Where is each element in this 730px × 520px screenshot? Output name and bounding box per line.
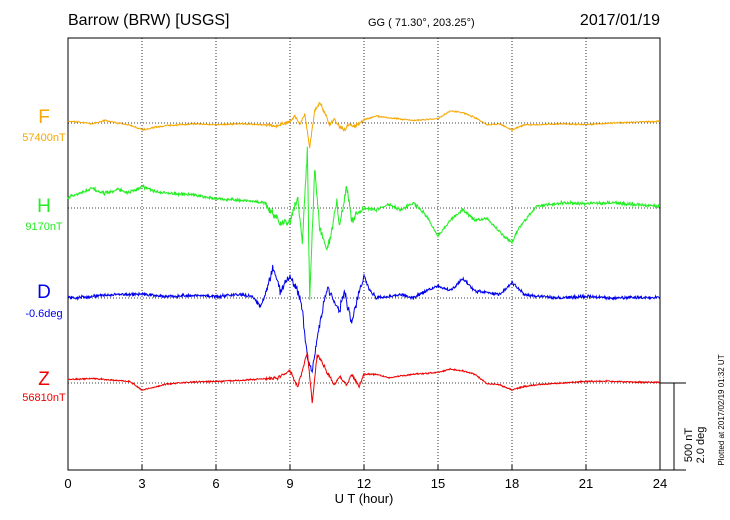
scale-deg-label: 2.0 deg [695, 427, 707, 464]
series-name-d: D [37, 282, 51, 303]
series-name-f: F [38, 107, 50, 128]
x-ticks: 0 3 6 9 12 15 18 21 24 [64, 465, 667, 491]
scale-bar: 500 nT 2.0 deg [660, 382, 707, 471]
x-tick-label: 0 [64, 476, 71, 491]
baseline-value-z: 56810nT [22, 392, 66, 404]
x-tick-label: 12 [357, 476, 371, 491]
plotted-at-label: Plotted at 2017/02/19 01:32 UT [717, 354, 726, 465]
coordinates-label: GG ( 71.30°, 203.25°) [368, 17, 475, 29]
trace-f [67, 101, 661, 149]
trace-h [67, 146, 661, 301]
grid-lines [141, 38, 587, 470]
x-tick-label: 9 [286, 476, 293, 491]
x-tick-label: 6 [212, 476, 219, 491]
baseline-value-d: -0.6deg [25, 308, 62, 320]
trace-d [67, 264, 661, 374]
series-labels: F 57400nT H 9170nT D -0.6deg Z 56810nT [22, 107, 66, 404]
baseline-value-h: 9170nT [25, 221, 63, 233]
trace-z [67, 352, 661, 404]
series-name-z: Z [38, 369, 50, 390]
x-tick-label: 15 [431, 476, 445, 491]
traces [67, 101, 661, 404]
x-tick-label: 18 [505, 476, 519, 491]
station-title: Barrow (BRW) [USGS] [68, 12, 230, 29]
x-tick-label: 21 [579, 476, 593, 491]
x-tick-label: 24 [653, 476, 667, 491]
x-tick-label: 3 [138, 476, 145, 491]
date-label: 2017/01/19 [579, 12, 660, 29]
baseline-value-f: 57400nT [22, 132, 66, 144]
series-name-h: H [37, 196, 51, 217]
x-axis-label: U T (hour) [335, 491, 394, 506]
scale-nt-label: 500 nT [683, 428, 695, 463]
